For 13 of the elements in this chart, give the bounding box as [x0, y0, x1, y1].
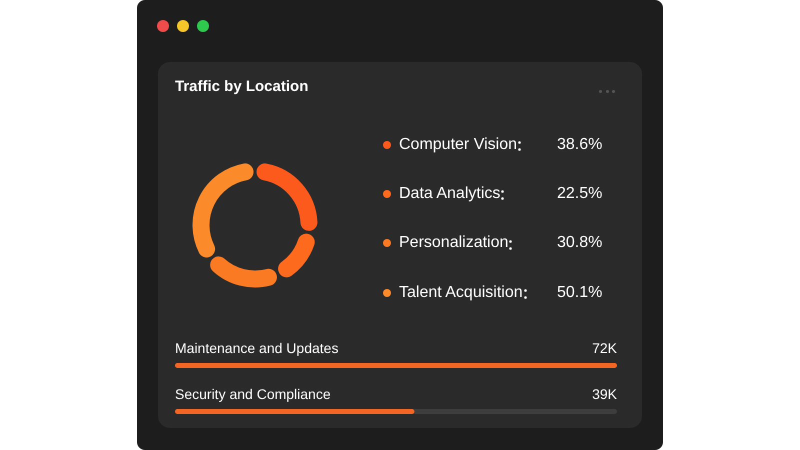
legend-label: Personalization — [399, 234, 508, 252]
y-tick-label: Maintenance and Updates — [175, 340, 338, 356]
data-label: 39K — [592, 386, 618, 402]
legend-label: Computer Vision — [399, 136, 517, 154]
data-label: 38.6% — [557, 136, 602, 154]
legend-label: Talent Acquisition — [399, 284, 523, 302]
y-tick-label: Security and Compliance — [175, 386, 331, 402]
data-label: 72K — [592, 340, 618, 356]
data-label: 50.1% — [557, 284, 602, 302]
data-label: 30.8% — [557, 234, 602, 252]
legend-label: Data Analytics — [399, 184, 500, 203]
data-label: 22.5% — [557, 184, 602, 203]
chart-title: Traffic by Location — [175, 78, 308, 95]
